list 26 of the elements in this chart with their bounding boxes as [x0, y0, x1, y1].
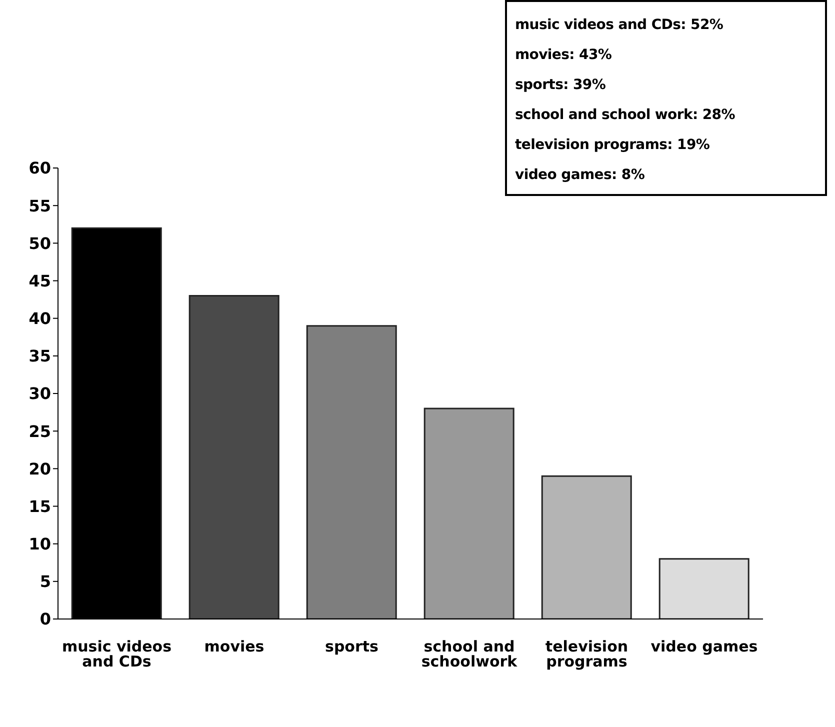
- y-tick-label: 35: [28, 346, 51, 366]
- x-tick-label: movies: [204, 638, 264, 656]
- y-tick-label: 25: [28, 422, 51, 441]
- y-tick-label: 0: [40, 610, 51, 629]
- y-tick-label: 55: [28, 196, 51, 216]
- bar: [424, 408, 514, 619]
- y-tick-label: 15: [28, 496, 51, 516]
- x-tick-label: television programs: [545, 638, 628, 671]
- bar: [541, 475, 632, 619]
- bar: [306, 325, 397, 619]
- y-tick-label: 20: [28, 459, 51, 478]
- annotation: video games: 8%: [515, 166, 646, 185]
- x-tick-label: music videos and CDs: [62, 638, 172, 671]
- y-tick-label: 45: [28, 271, 51, 290]
- x-tick-label: video games: [650, 638, 758, 656]
- y-tick-label: 60: [28, 158, 51, 178]
- bar: [658, 558, 750, 619]
- note-box: music videos and CDs: 52% movies: 43% sports: 39% school and school work: 28% television programs: 19% video games: 8%: [505, 0, 827, 196]
- y-tick-label: 10: [28, 534, 51, 554]
- y-tick-label: 30: [28, 384, 51, 404]
- y-tick-label: 5: [40, 572, 51, 592]
- y-tick-label: 40: [28, 309, 51, 328]
- x-tick-label: school and schoolwork: [421, 638, 518, 671]
- y-tick-label: 50: [28, 234, 51, 253]
- x-tick-label: sports: [325, 638, 379, 656]
- bar: [188, 295, 280, 619]
